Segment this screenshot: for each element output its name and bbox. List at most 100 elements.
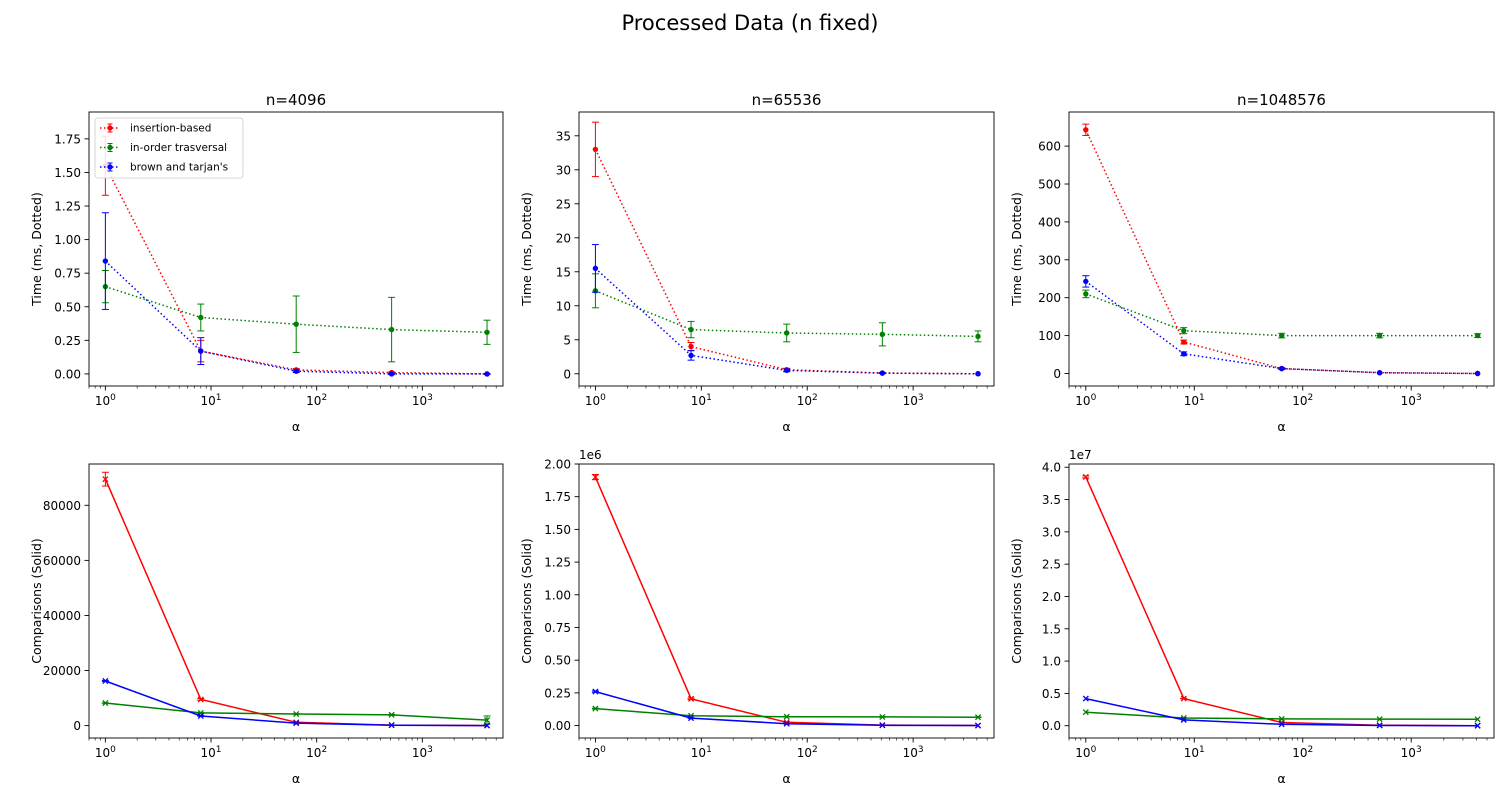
y-tick-label: 0.5: [1042, 687, 1061, 701]
series-line: [595, 290, 979, 338]
x-tick-exponent: 3: [427, 745, 433, 755]
y-tick-label: 0.75: [544, 621, 571, 635]
legend-entry: brown and tarjan's: [100, 162, 228, 174]
x-tick-base: 10: [1401, 394, 1416, 408]
x-tick-label: 100: [95, 393, 116, 408]
x-tick-label: 102: [1292, 393, 1313, 408]
axes-frame: [88, 463, 504, 739]
x-tick-exponent: 3: [427, 393, 433, 403]
x-tick-exponent: 1: [1199, 393, 1205, 403]
x-tick-exponent: 0: [110, 745, 116, 755]
series-in-order-trasversal: [1082, 709, 1481, 723]
data-point: [784, 330, 790, 336]
y-tick-label: 200: [1038, 291, 1061, 305]
legend-marker: [107, 125, 113, 131]
axes-frame: [578, 111, 995, 387]
data-point: [1181, 327, 1187, 334]
x-axis-label: α: [1277, 771, 1285, 786]
x-tick-base: 10: [1401, 746, 1416, 760]
y-tick-label: 600: [1038, 140, 1061, 154]
y-tick-label: 20: [556, 231, 571, 245]
data-point: [293, 720, 300, 727]
y-tick-label: 0.00: [544, 719, 571, 733]
y-tick-label: 0: [73, 719, 81, 733]
x-tick-base: 10: [585, 746, 600, 760]
x-tick-exponent: 2: [1308, 745, 1314, 755]
x-tick-exponent: 2: [1308, 393, 1314, 403]
y-tick-label: 1.25: [54, 200, 81, 214]
axes-frame: [1068, 463, 1495, 739]
y-tick-label: 30: [556, 163, 571, 177]
y-tick-label: 1.0: [1042, 655, 1061, 669]
x-tick-label: 103: [903, 745, 924, 760]
x-tick-label: 102: [306, 393, 327, 408]
series-brown-and-tarjan-s: [1082, 275, 1481, 377]
data-point: [1278, 721, 1285, 728]
data-point: [388, 371, 395, 377]
y-tick-label: 1.50: [54, 166, 81, 180]
y-tick-label: 1.5: [1042, 622, 1061, 636]
series-brown-and-tarjan-s: [591, 244, 981, 377]
x-tick-label: 101: [201, 745, 222, 760]
y-tick-label: 0.0: [1042, 719, 1061, 733]
y-tick-label: 25: [556, 197, 571, 211]
y-tick-label: 0.25: [544, 686, 571, 700]
x-tick-exponent: 2: [321, 745, 327, 755]
x-tick-label: 101: [691, 393, 712, 408]
data-point: [784, 367, 790, 374]
y-tick-label: 1.25: [544, 556, 571, 570]
x-tick-label: 102: [797, 745, 818, 760]
data-point: [1278, 715, 1285, 722]
data-point: [293, 710, 300, 718]
y-tick-label: 35: [556, 129, 571, 143]
series-in-order-trasversal: [591, 273, 982, 347]
data-point: [592, 265, 599, 272]
y-tick-label: 4.0: [1042, 461, 1061, 475]
data-point: [975, 333, 981, 340]
data-point: [879, 370, 886, 376]
legend-entry: in-order trasversal: [100, 142, 227, 154]
x-tick-label: 100: [585, 393, 606, 408]
x-tick-base: 10: [691, 394, 706, 408]
y-tick-label: 20000: [43, 664, 81, 678]
data-point: [1376, 332, 1383, 339]
data-point: [1180, 695, 1187, 702]
y-tick-label: 0.50: [54, 300, 81, 314]
data-point: [1181, 339, 1187, 345]
y-tick-label: 3.5: [1042, 493, 1061, 507]
data-point: [197, 712, 204, 720]
x-tick-label: 103: [1401, 393, 1422, 408]
legend-label: in-order trasversal: [130, 142, 227, 154]
plot-area: [1082, 473, 1481, 729]
data-point: [484, 371, 490, 377]
x-tick-label: 101: [1184, 393, 1205, 408]
x-tick-exponent: 0: [110, 393, 116, 403]
plot-area: [591, 473, 982, 729]
series-brown-and-tarjan-s: [101, 677, 491, 729]
y-tick-label: 100: [1038, 329, 1061, 343]
x-tick-exponent: 0: [1091, 393, 1097, 403]
x-axis-label: α: [782, 419, 790, 434]
series-insertion-based: [1082, 123, 1481, 377]
subplot-6: 100 101 102 1030.00.51.01.52.02.53.03.54.01…: [1009, 448, 1495, 786]
legend-label: insertion-based: [130, 123, 211, 135]
y-tick-label: 80000: [43, 499, 81, 513]
legend-frame: [94, 117, 244, 179]
y-tick-label: 400: [1038, 215, 1061, 229]
data-point: [1474, 722, 1481, 729]
x-tick-label: 102: [1292, 745, 1313, 760]
x-tick-exponent: 3: [1416, 745, 1422, 755]
x-tick-exponent: 3: [918, 393, 924, 403]
data-point: [293, 368, 299, 374]
x-axis-label: α: [1277, 419, 1285, 434]
series-line: [105, 680, 488, 727]
series-line: [104, 165, 488, 375]
series-line: [594, 476, 979, 727]
y-offset-label: 1e6: [579, 448, 602, 462]
data-point: [1181, 351, 1187, 357]
data-point: [1180, 716, 1187, 723]
x-tick-exponent: 2: [812, 745, 818, 755]
legend-marker: [107, 164, 113, 170]
y-tick-label: 10: [556, 299, 571, 313]
y-tick-label: 3.0: [1042, 525, 1061, 539]
